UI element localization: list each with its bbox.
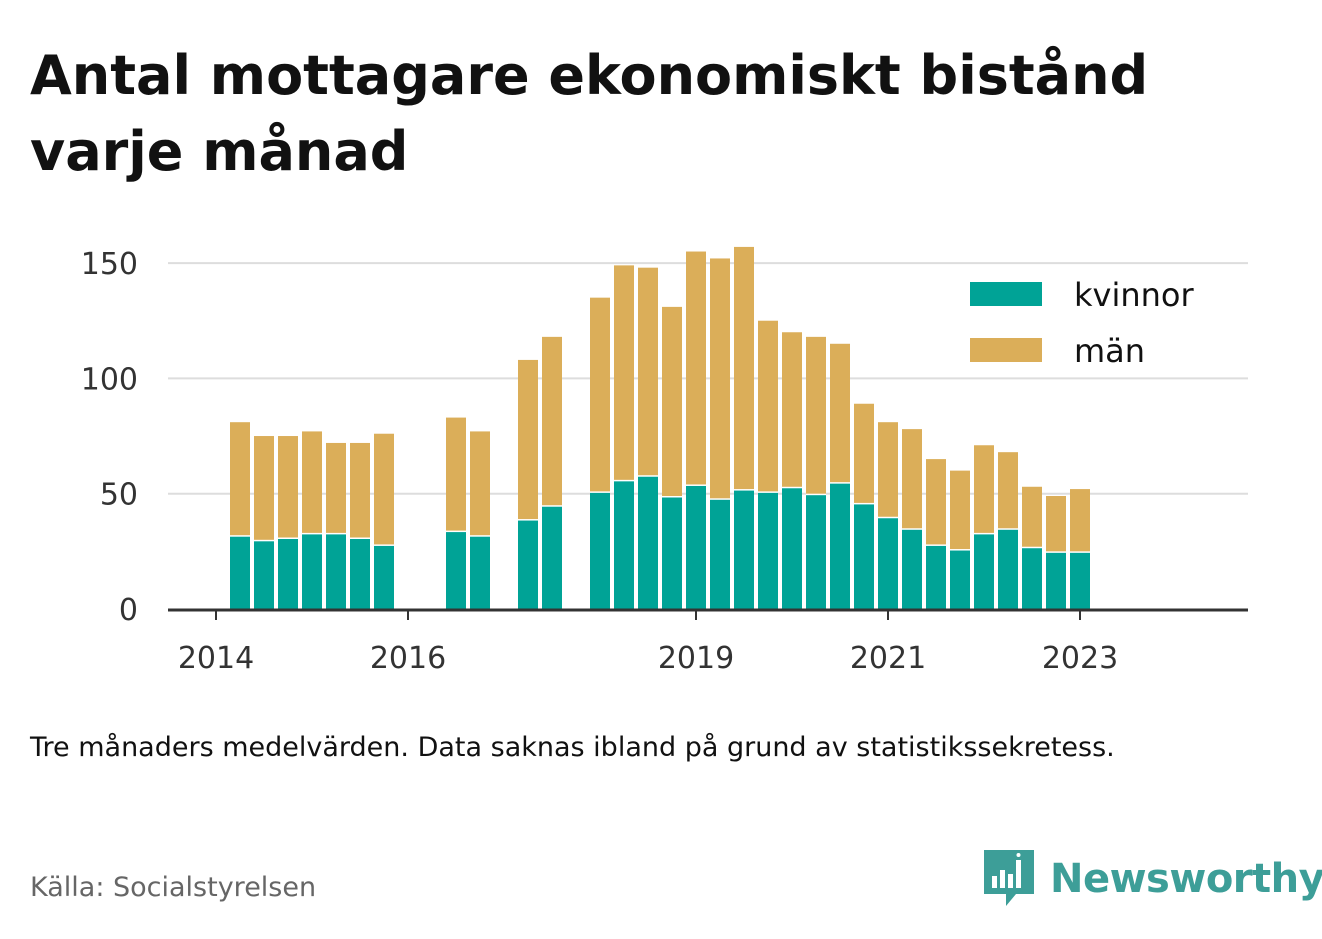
bar-man-19 [782,332,802,487]
bar-kvinnor-29 [1022,546,1042,609]
bar-man-8 [470,431,490,536]
x-tick-label-2019: 2019 [658,641,734,676]
x-tick-label-2021: 2021 [850,641,926,676]
bar-kvinnor-26 [950,549,970,609]
legend-swatch-man [970,338,1042,362]
bar-kvinnor-15 [686,484,706,609]
y-axis-ticks: 0 50 100 150 [81,247,138,628]
y-tick-label-100: 100 [81,362,138,397]
bar-man-25 [926,459,946,545]
bar-man-0 [230,422,250,536]
bar-man-4 [326,442,346,533]
bar-separator-7 [446,529,466,533]
bar-man-27 [974,445,994,533]
bar-man-24 [902,429,922,529]
bar-kvinnor-6 [374,544,394,609]
legend: kvinnor män [970,276,1195,370]
bar-kvinnor-17 [734,489,754,609]
bar-kvinnor-20 [806,493,826,609]
bar-kvinnor-21 [830,482,850,609]
bar-chart: 2014 2016 2019 2021 2023 0 50 100 150 kvinnor mä… [81,246,1248,676]
bar-man-11 [590,297,610,492]
bar-kvinnor-19 [782,486,802,609]
bar-kvinnor-30 [1046,551,1066,609]
bar-man-23 [878,422,898,517]
bar-man-31 [1070,489,1090,552]
bar-kvinnor-0 [230,535,250,609]
bar-kvinnor-18 [758,491,778,609]
legend-swatch-kvinnor [970,282,1042,306]
legend-label-man: män [1074,332,1145,370]
bar-kvinnor-2 [278,537,298,609]
bar-kvinnor-4 [326,532,346,609]
bar-kvinnor-27 [974,532,994,609]
bar-kvinnor-13 [638,475,658,609]
bar-man-15 [686,251,706,485]
bar-kvinnor-3 [302,532,322,609]
bar-man-3 [302,431,322,533]
bar-kvinnor-25 [926,544,946,609]
bar-separator-22 [854,501,874,505]
x-axis-ticks: 2014 2016 2019 2021 2023 [178,609,1118,676]
bar-kvinnor-8 [470,535,490,609]
bar-kvinnor-24 [902,528,922,609]
bar-separator-12 [614,478,634,482]
brand-name: Newsworthy [1050,856,1322,902]
bar-kvinnor-31 [1070,551,1090,609]
chart-title: Antal mottagare ekonomiskt bistånd varje… [30,44,1149,183]
bar-kvinnor-23 [878,516,898,609]
source-text: Källa: Socialstyrelsen [30,872,317,903]
bar-kvinnor-14 [662,495,682,609]
bar-man-10 [542,336,562,506]
newsworthy-logo-icon [984,850,1034,906]
bar-man-5 [350,442,370,538]
bar-man-22 [854,403,874,503]
bar-man-16 [710,258,730,499]
bar-man-21 [830,343,850,483]
bar-man-20 [806,336,826,494]
chart-note: Tre månaders medelvärden. Data saknas ib… [30,732,1115,763]
bar-man-18 [758,320,778,492]
bar-kvinnor-11 [590,491,610,609]
bar-kvinnor-12 [614,479,634,609]
x-tick-label-2014: 2014 [178,641,254,676]
bar-kvinnor-9 [518,519,538,609]
bar-kvinnor-10 [542,505,562,609]
bar-man-7 [446,417,466,531]
y-tick-label-150: 150 [81,247,138,282]
bar-man-17 [734,246,754,490]
bar-man-1 [254,436,274,540]
bar-man-9 [518,359,538,520]
bar-kvinnor-1 [254,539,274,609]
y-tick-label-50: 50 [100,478,138,513]
bar-man-14 [662,306,682,496]
bar-kvinnor-7 [446,530,466,609]
bar-kvinnor-5 [350,537,370,609]
y-tick-label-0: 0 [119,593,138,628]
bar-kvinnor-16 [710,498,730,609]
bar-man-13 [638,267,658,476]
bar-man-30 [1046,495,1066,552]
legend-label-kvinnor: kvinnor [1074,276,1195,314]
x-tick-label-2023: 2023 [1042,641,1118,676]
brand-logo[interactable]: Newsworthy [980,848,1322,910]
x-tick-label-2016: 2016 [370,641,446,676]
bar-man-29 [1022,486,1042,547]
bars [230,246,1090,609]
bar-kvinnor-28 [998,528,1018,609]
bar-man-2 [278,436,298,538]
grid-lines [168,262,1248,495]
bar-man-28 [998,452,1018,529]
bar-kvinnor-22 [854,502,874,609]
bar-man-26 [950,470,970,550]
bar-man-6 [374,433,394,545]
bar-man-12 [614,265,634,480]
